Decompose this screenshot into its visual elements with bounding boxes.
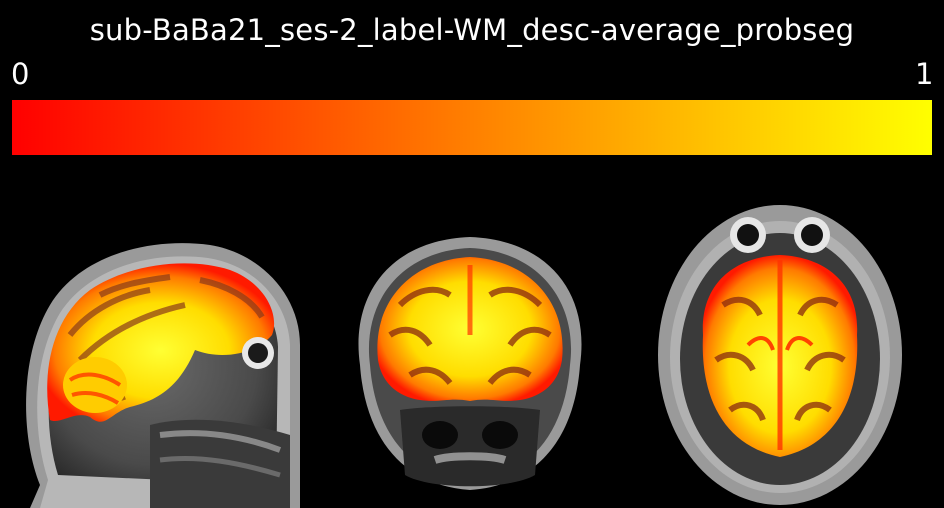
axial-view	[648, 185, 912, 508]
brain-views	[0, 185, 944, 508]
figure-title: sub-BaBa21_ses-2_label-WM_desc-average_p…	[89, 13, 855, 47]
sagittal-view	[10, 185, 300, 508]
axial-brain-image	[658, 205, 902, 505]
colorbar-min-label: 0	[11, 57, 30, 91]
sagittal-brain-image	[26, 243, 300, 508]
colorbar	[10, 98, 934, 157]
colorbar-max-label: 1	[915, 57, 934, 91]
coronal-view	[340, 185, 600, 508]
coronal-brain-image	[358, 237, 582, 490]
